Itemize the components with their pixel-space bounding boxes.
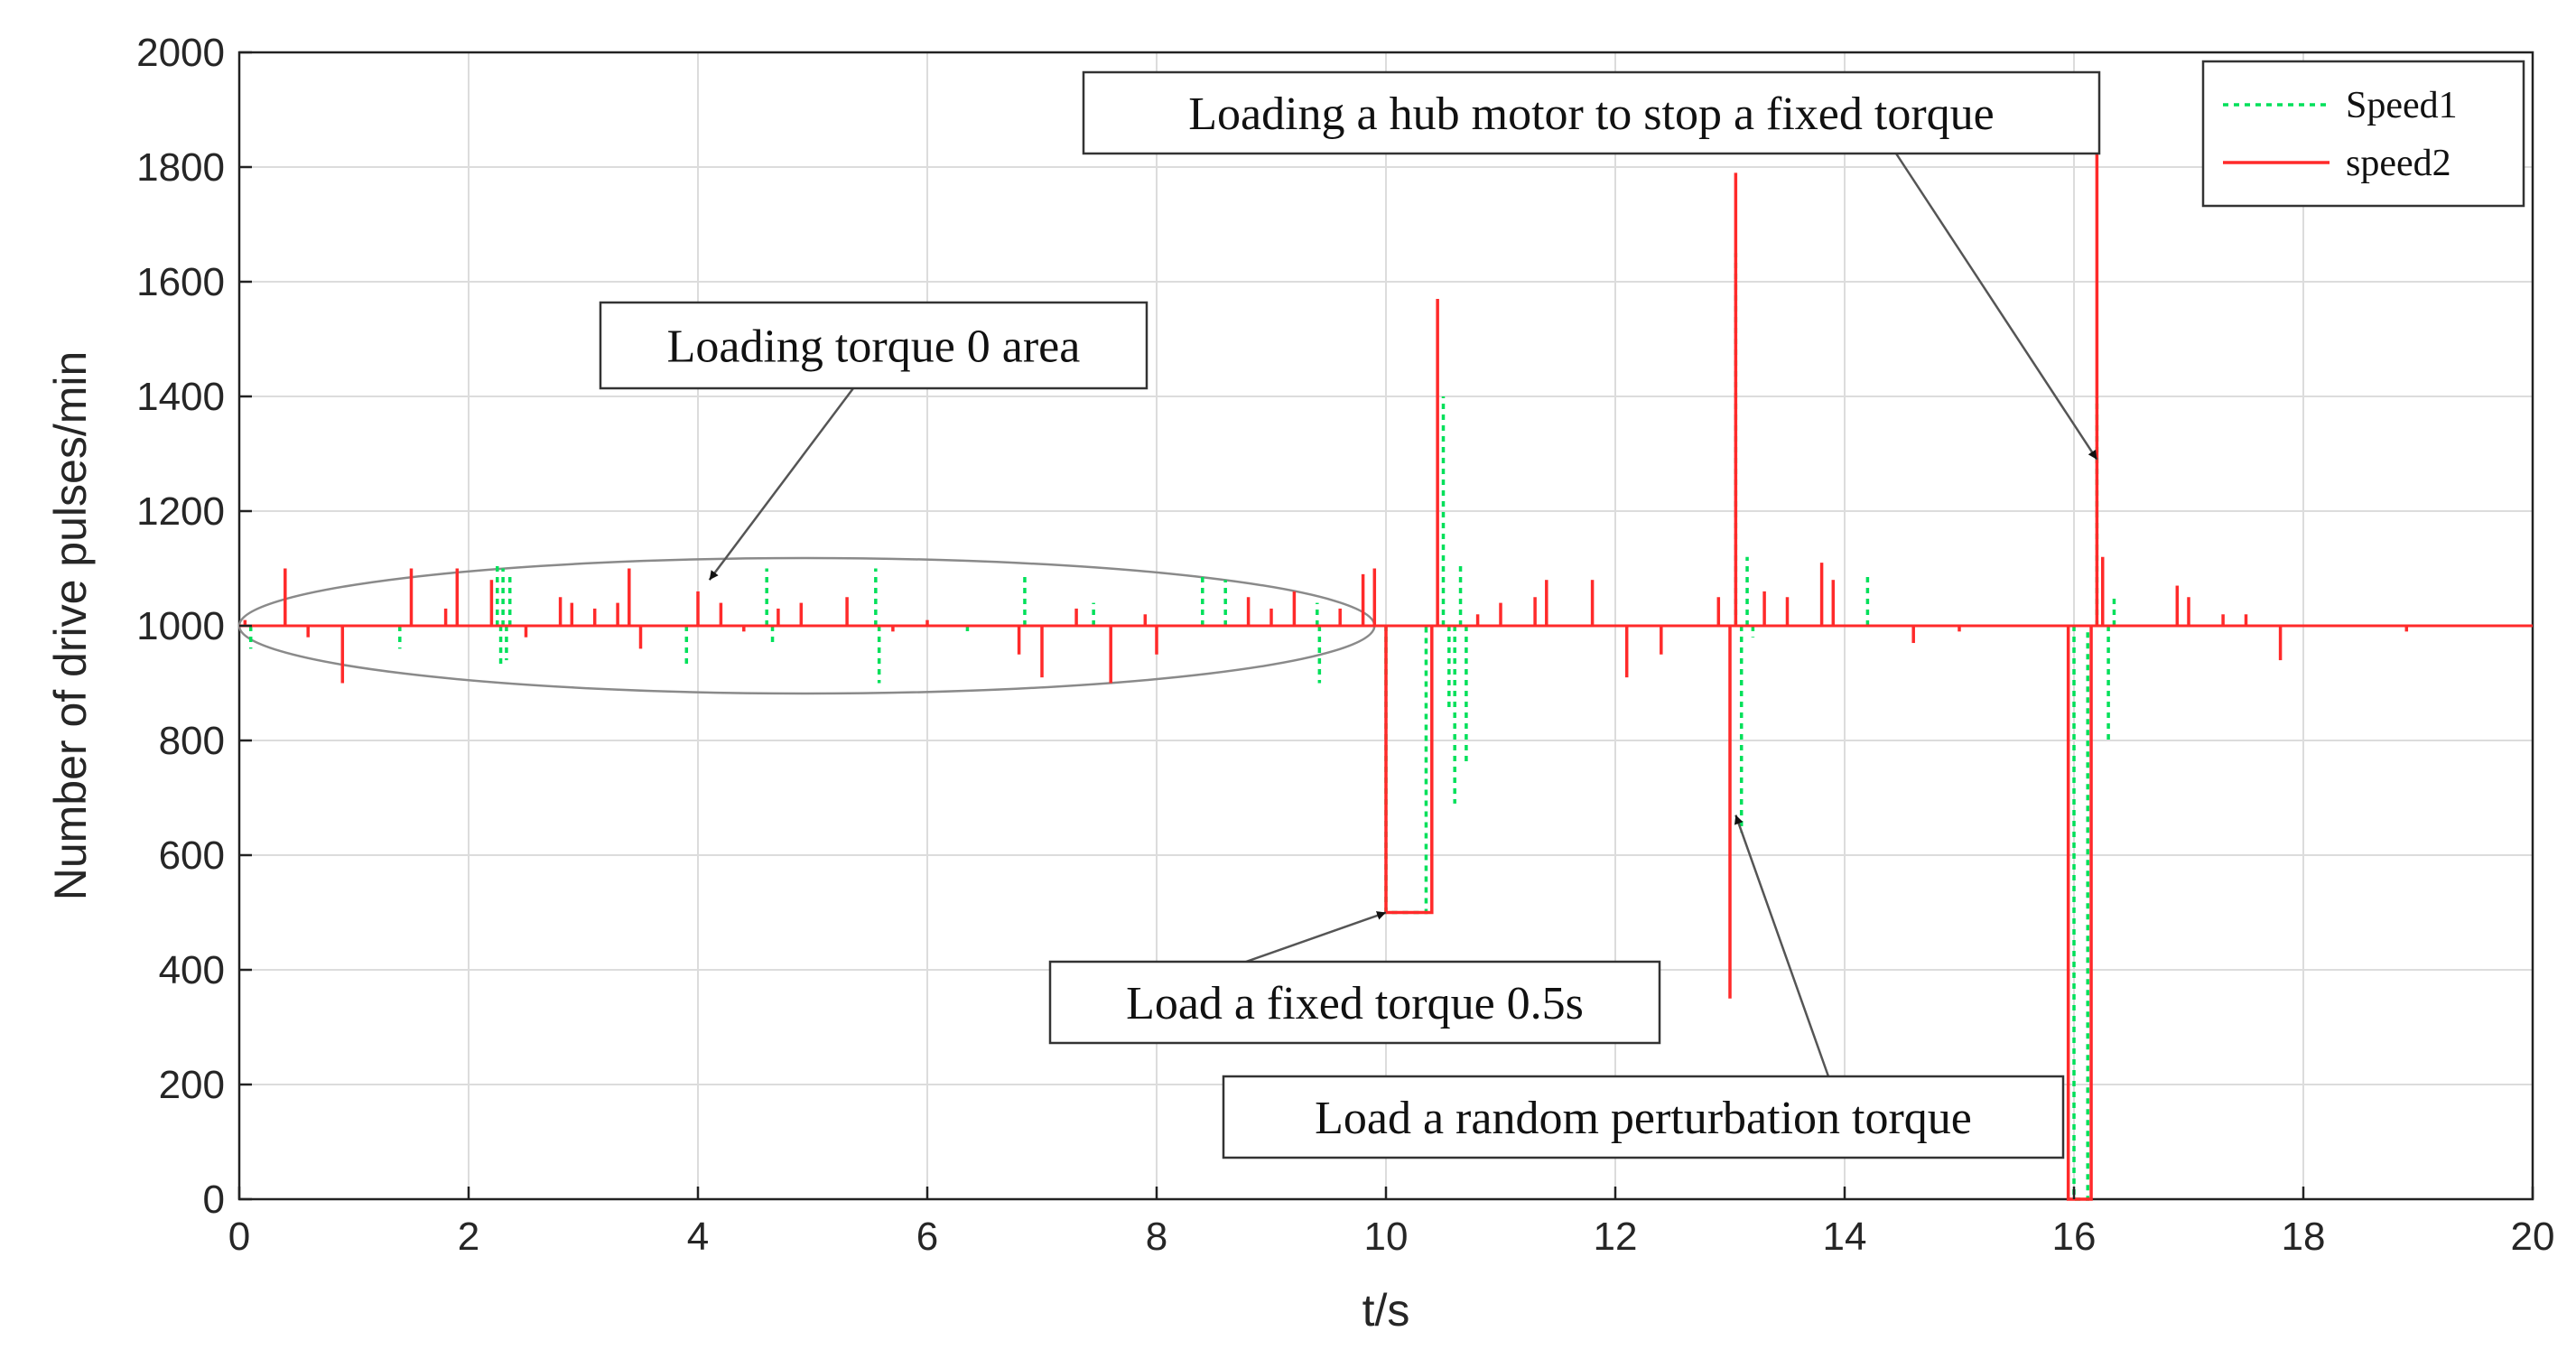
annotation-text: Loading torque 0 area	[667, 321, 1081, 373]
annotation-box	[599, 301, 1149, 390]
y-tick-label: 1200	[136, 489, 225, 534]
y-tick-label: 400	[159, 948, 225, 992]
y-tick-label: 1800	[136, 145, 225, 190]
annotation-2: Load a fixed torque 0.5s	[1048, 911, 1661, 1045]
tick-layer: 0 2 4 6 8 10 12 14 16 18 2002004006008001000120014…	[136, 31, 2554, 1259]
y-tick-label: 0	[203, 1178, 225, 1222]
annotation-box	[1082, 70, 2101, 155]
annotation-layer: Loading torque 0 area Load a fixed torque…	[599, 70, 2101, 1159]
y-tick-label: 2000	[136, 31, 225, 75]
annotation-4: Loading a hub motor to stop a fixed torq…	[1082, 70, 2101, 461]
y-tick-label: 200	[159, 1063, 225, 1107]
annotation-text: Loading a hub motor to stop a fixed torq…	[1188, 88, 1994, 140]
y-axis-label: Number of drive pulses/min	[45, 351, 96, 901]
annotation-arrow	[1894, 153, 2098, 461]
series-segment	[2066, 626, 2093, 1201]
legend: Speed1 speed2	[2201, 60, 2525, 208]
x-tick-label: 0	[228, 1215, 250, 1259]
x-tick-label: 10	[1364, 1215, 1409, 1259]
x-tick-label: 12	[1594, 1215, 1638, 1259]
x-tick-label: 20	[2511, 1215, 2555, 1259]
x-tick-label: 16	[2052, 1215, 2097, 1259]
y-tick-label: 600	[159, 833, 225, 878]
legend-box	[2201, 60, 2525, 208]
x-tick-label: 14	[1823, 1215, 1867, 1259]
series-speed2	[239, 115, 2533, 1201]
series-layer	[239, 115, 2533, 1201]
legend-label: speed2	[2346, 143, 2451, 184]
x-tick-label: 18	[2282, 1215, 2326, 1259]
annotation-text: Load a fixed torque 0.5s	[1126, 978, 1584, 1029]
annotation-arrow	[1734, 815, 1830, 1077]
annotation-3: Load a random perturbation torque	[1222, 815, 2065, 1159]
x-tick-label: 6	[916, 1215, 938, 1259]
y-tick-label: 1600	[136, 260, 225, 304]
x-tick-label: 8	[1146, 1215, 1167, 1259]
annotation-text: Load a random perturbation torque	[1315, 1093, 1972, 1144]
y-tick-label: 1000	[136, 604, 225, 648]
annotation-1: Loading torque 0 area	[599, 301, 1149, 581]
annotation-box	[1222, 1075, 2065, 1159]
series-segment	[1384, 626, 1434, 915]
x-axis-label: t/s	[1362, 1285, 1410, 1336]
y-tick-label: 800	[159, 719, 225, 763]
x-tick-label: 4	[687, 1215, 709, 1259]
y-tick-label: 1400	[136, 375, 225, 419]
annotation-box	[1048, 960, 1661, 1045]
series-segment	[2072, 626, 2089, 1201]
annotation-arrow	[1245, 911, 1387, 964]
x-tick-label: 2	[458, 1215, 479, 1259]
legend-label: Speed1	[2346, 85, 2458, 126]
annotation-arrow	[708, 387, 854, 581]
